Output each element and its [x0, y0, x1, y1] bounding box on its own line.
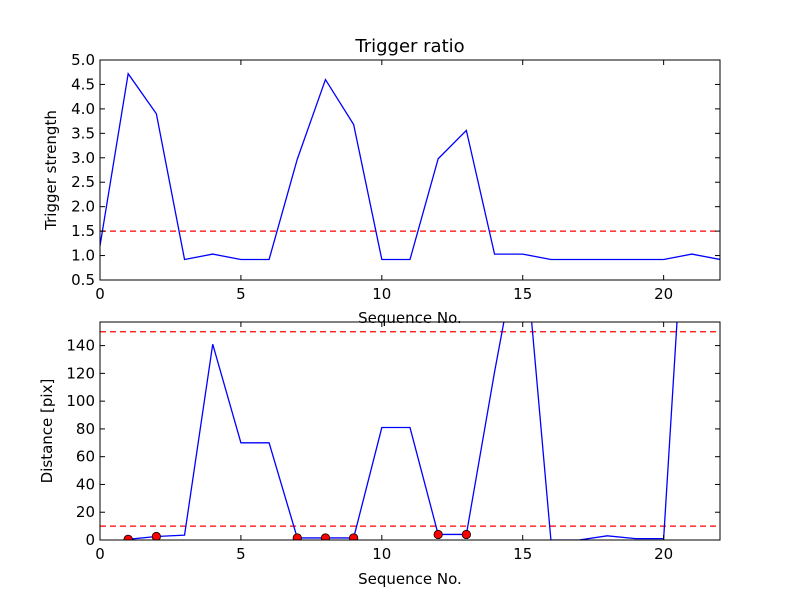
axes-frame [99, 321, 721, 541]
y-tick-label: 2.0 [71, 198, 95, 216]
x-tick-label: 10 [372, 285, 391, 303]
y-tick-label: 60 [76, 448, 95, 466]
axes-frame [99, 59, 721, 281]
plot-area [100, 72, 720, 261]
chart-title: Trigger ratio [354, 36, 464, 57]
x-tick-label: 15 [513, 545, 532, 563]
x-tick-label: 0 [95, 285, 105, 303]
data-point [349, 533, 359, 540]
x-axis-label: Sequence No. [358, 309, 462, 327]
data-point [320, 533, 331, 540]
x-tick-label: 5 [236, 545, 246, 563]
y-tick-label: 20 [76, 503, 95, 521]
x-tick-label: 20 [654, 545, 673, 563]
series-line [128, 322, 678, 540]
y-tick-label: 3.0 [71, 149, 95, 167]
y-tick-label: 4.5 [71, 75, 95, 93]
data-point [461, 529, 471, 540]
plot-area [100, 322, 720, 540]
y-tick-label: 0.5 [71, 271, 95, 289]
data-point [123, 534, 133, 540]
x-tick-label: 0 [95, 545, 105, 563]
y-tick-label: 80 [76, 420, 95, 438]
y-tick-label: 40 [76, 475, 95, 493]
x-tick-label: 15 [513, 285, 532, 303]
y-tick-label: 1.5 [71, 222, 95, 240]
x-axis-label: Sequence No. [358, 570, 462, 588]
y-tick-label: 3.5 [71, 124, 95, 142]
y-axis-label: Trigger strength [42, 110, 60, 231]
y-tick-label: 0 [85, 531, 95, 549]
y-tick-label: 5.0 [71, 51, 95, 69]
data-point [433, 529, 443, 540]
x-tick-label: 20 [654, 285, 673, 303]
y-tick-label: 120 [66, 364, 95, 382]
data-point [151, 531, 161, 540]
x-tick-label: 10 [372, 545, 391, 563]
y-tick-label: 2.5 [71, 173, 95, 191]
data-point [292, 533, 302, 540]
y-tick-label: 1.0 [71, 247, 95, 265]
series-line [100, 72, 720, 261]
trigger-ratio-chart: Trigger ratio 0 5 10 15 20 0.5 1.0 1.5 2.0 2.5 3.0… [42, 36, 721, 327]
axis-ticks: 0 5 10 15 20 0.5 1.0 1.5 2.0 2.5 3.0 3.5 4.0 4.5 5.0 [71, 51, 720, 303]
axis-ticks: 0 5 10 15 20 0 20 40 60 80 100 120 140 [66, 322, 720, 563]
y-tick-label: 4.0 [71, 100, 95, 118]
y-tick-label: 100 [66, 392, 95, 410]
y-tick-label: 140 [66, 337, 95, 355]
x-tick-label: 5 [236, 285, 246, 303]
y-axis-label: Distance [pix] [38, 379, 56, 484]
